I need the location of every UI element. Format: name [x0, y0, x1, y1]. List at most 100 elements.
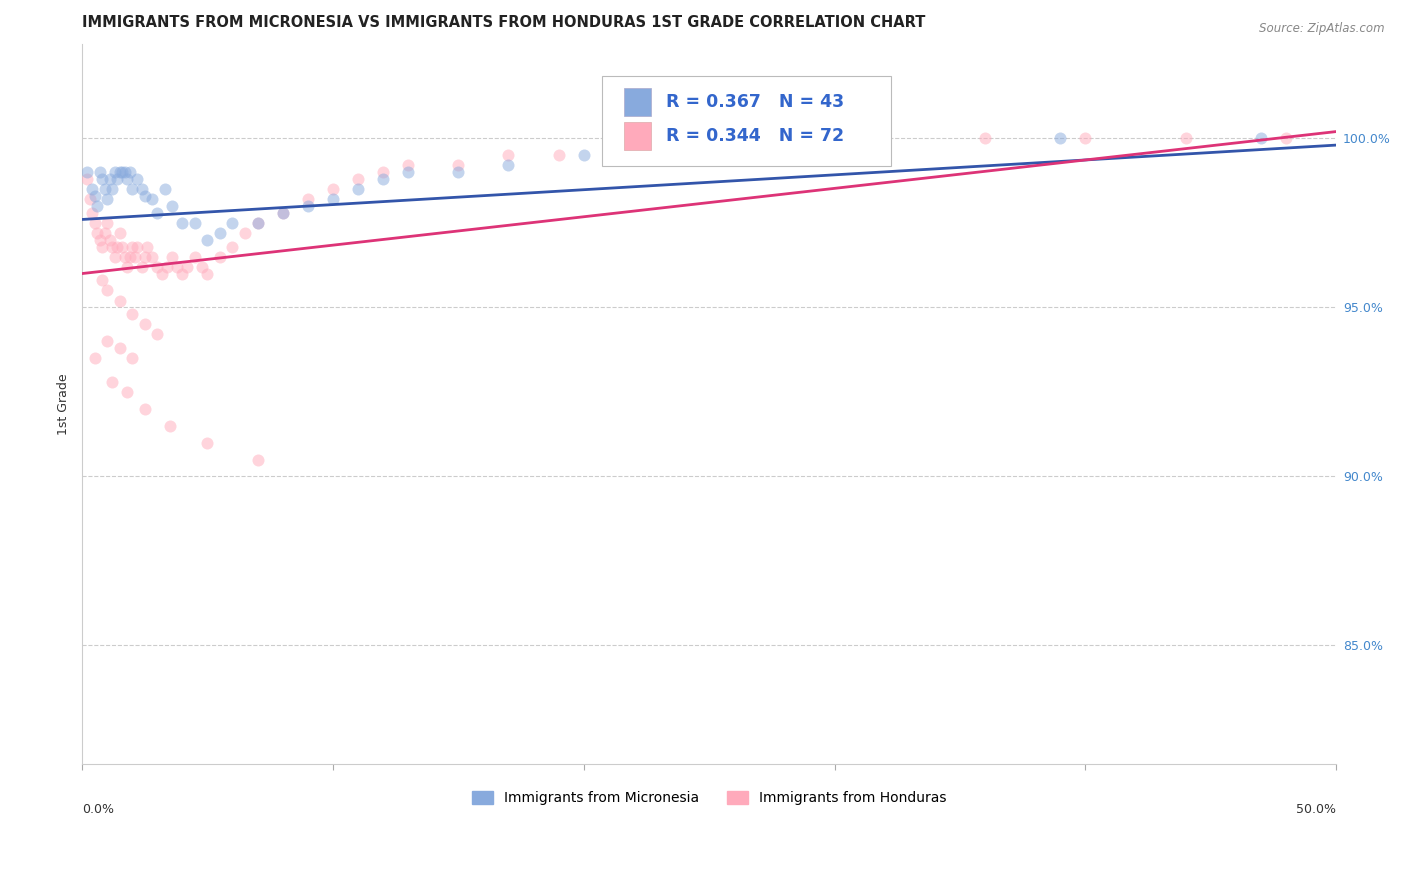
- Point: [134, 401, 156, 416]
- Point: [191, 260, 214, 274]
- FancyBboxPatch shape: [624, 122, 651, 150]
- Point: [322, 182, 344, 196]
- Point: [297, 199, 319, 213]
- Point: [101, 375, 124, 389]
- Text: IMMIGRANTS FROM MICRONESIA VS IMMIGRANTS FROM HONDURAS 1ST GRADE CORRELATION CHA: IMMIGRANTS FROM MICRONESIA VS IMMIGRANTS…: [82, 15, 925, 30]
- Point: [153, 182, 176, 196]
- Point: [83, 216, 105, 230]
- Point: [108, 293, 131, 308]
- Point: [347, 172, 370, 186]
- Point: [547, 148, 569, 162]
- Point: [80, 182, 103, 196]
- Point: [1275, 131, 1298, 145]
- Point: [115, 384, 138, 399]
- Text: R = 0.344   N = 72: R = 0.344 N = 72: [666, 127, 845, 145]
- Point: [246, 452, 269, 467]
- Point: [146, 327, 169, 342]
- Point: [93, 182, 115, 196]
- Point: [197, 267, 219, 281]
- Point: [271, 205, 294, 219]
- Point: [208, 226, 231, 240]
- Point: [172, 267, 194, 281]
- Point: [91, 273, 114, 287]
- Point: [1174, 131, 1197, 145]
- Point: [114, 250, 136, 264]
- Point: [146, 205, 169, 219]
- Point: [98, 172, 121, 186]
- Point: [86, 226, 108, 240]
- Point: [873, 131, 896, 145]
- Legend: Immigrants from Micronesia, Immigrants from Honduras: Immigrants from Micronesia, Immigrants f…: [467, 786, 952, 811]
- Point: [246, 216, 269, 230]
- Point: [134, 250, 156, 264]
- Point: [134, 189, 156, 203]
- FancyBboxPatch shape: [624, 88, 651, 116]
- Point: [396, 165, 419, 179]
- Point: [104, 250, 127, 264]
- Point: [96, 334, 118, 348]
- Point: [572, 148, 595, 162]
- Point: [121, 307, 143, 321]
- Point: [176, 260, 198, 274]
- Point: [723, 138, 745, 153]
- Point: [447, 165, 470, 179]
- Point: [297, 192, 319, 206]
- FancyBboxPatch shape: [603, 76, 891, 166]
- Point: [184, 250, 207, 264]
- Point: [371, 172, 394, 186]
- Point: [246, 216, 269, 230]
- Point: [166, 260, 188, 274]
- Point: [208, 250, 231, 264]
- Point: [127, 172, 149, 186]
- Point: [93, 226, 115, 240]
- Point: [162, 250, 184, 264]
- Point: [76, 172, 98, 186]
- Point: [974, 131, 997, 145]
- Point: [111, 239, 134, 253]
- Point: [86, 199, 108, 213]
- Point: [1250, 131, 1272, 145]
- Point: [697, 138, 720, 153]
- Point: [371, 165, 394, 179]
- Point: [184, 216, 207, 230]
- Point: [131, 260, 153, 274]
- Point: [221, 239, 243, 253]
- Text: Source: ZipAtlas.com: Source: ZipAtlas.com: [1260, 22, 1385, 36]
- Point: [773, 131, 796, 145]
- Point: [89, 233, 111, 247]
- Point: [134, 318, 156, 332]
- Point: [498, 148, 520, 162]
- Point: [91, 172, 114, 186]
- Point: [156, 260, 179, 274]
- Point: [76, 165, 98, 179]
- Point: [89, 165, 111, 179]
- Point: [101, 239, 124, 253]
- Text: R = 0.367   N = 43: R = 0.367 N = 43: [666, 93, 845, 111]
- Point: [108, 165, 131, 179]
- Text: 0.0%: 0.0%: [82, 804, 114, 816]
- Point: [111, 165, 134, 179]
- Point: [105, 239, 128, 253]
- Point: [104, 165, 127, 179]
- Point: [172, 216, 194, 230]
- Point: [197, 435, 219, 450]
- Y-axis label: 1st Grade: 1st Grade: [58, 373, 70, 434]
- Point: [108, 226, 131, 240]
- Point: [101, 182, 124, 196]
- Point: [271, 205, 294, 219]
- Point: [150, 267, 173, 281]
- Point: [96, 216, 118, 230]
- Point: [115, 172, 138, 186]
- Point: [108, 341, 131, 355]
- Point: [1049, 131, 1071, 145]
- Point: [136, 239, 159, 253]
- Point: [141, 250, 163, 264]
- Point: [162, 199, 184, 213]
- Point: [141, 192, 163, 206]
- Point: [131, 182, 153, 196]
- Point: [197, 233, 219, 247]
- Point: [98, 233, 121, 247]
- Point: [114, 165, 136, 179]
- Point: [96, 192, 118, 206]
- Point: [159, 418, 181, 433]
